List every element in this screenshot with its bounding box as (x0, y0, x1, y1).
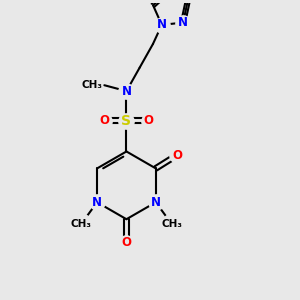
Text: CH₃: CH₃ (161, 219, 182, 229)
Text: N: N (151, 196, 161, 209)
Text: O: O (122, 236, 131, 249)
Text: N: N (178, 16, 188, 29)
Text: S: S (122, 114, 131, 128)
Text: CH₃: CH₃ (70, 219, 92, 229)
Text: O: O (143, 114, 154, 127)
Text: N: N (157, 18, 167, 32)
Text: N: N (92, 196, 102, 209)
Text: N: N (122, 85, 131, 98)
Text: O: O (172, 149, 182, 162)
Text: O: O (99, 114, 110, 127)
Text: CH₃: CH₃ (82, 80, 103, 90)
